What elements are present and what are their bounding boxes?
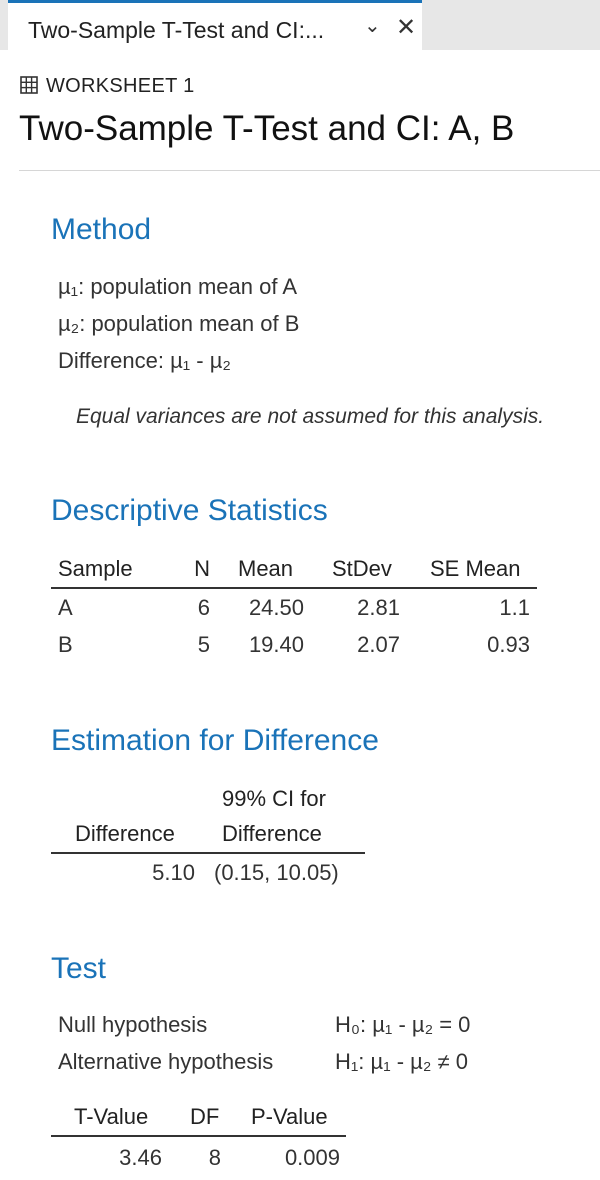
- col-header-t-value: T-Value: [74, 1104, 149, 1129]
- tab-two-sample-t-test[interactable]: Two-Sample T-Test and CI:... ⌄ ✕: [8, 0, 422, 50]
- alt-hypothesis-value: H₁: µ₁ - µ₂ ≠ 0: [335, 1049, 468, 1074]
- method-line-mu2: µ₂: population mean of B: [58, 311, 300, 336]
- tab-bar: Two-Sample T-Test and CI:... ⌄ ✕: [0, 0, 600, 50]
- col-header-sample: Sample: [58, 556, 133, 581]
- tab-title: Two-Sample T-Test and CI:...: [28, 17, 325, 43]
- col-header-p-value: P-Value: [251, 1104, 328, 1129]
- table-cell: 0.93: [487, 632, 530, 657]
- p-value: 0.009: [284, 1145, 340, 1170]
- table-cell: 2.81: [357, 595, 400, 620]
- col-header-df: DF: [190, 1104, 220, 1129]
- table-cell: 19.40: [248, 632, 304, 657]
- ci-value: (0.15, 10.05): [214, 860, 339, 885]
- method-line-mu1: µ₁: population mean of A: [58, 274, 298, 299]
- null-hypothesis-label: Null hypothesis: [58, 1012, 208, 1037]
- divider: [19, 170, 600, 171]
- descriptive-heading: Descriptive Statistics: [51, 494, 328, 527]
- null-hypothesis-value: H₀: µ₁ - µ₂ = 0: [335, 1012, 471, 1037]
- table-cell: 2.07: [357, 632, 400, 657]
- col-header-ci-line1: 99% CI for: [222, 786, 326, 811]
- table-cell: 24.50: [248, 595, 304, 620]
- grid-icon: [20, 76, 38, 100]
- close-icon[interactable]: ✕: [396, 14, 417, 41]
- col-header-stdev: StDev: [332, 556, 392, 581]
- table-cell: 1.1: [499, 595, 530, 620]
- difference-value: 5.10: [152, 860, 195, 885]
- table-cell: B: [58, 632, 73, 657]
- test-heading: Test: [51, 952, 107, 985]
- table-cell: 5: [197, 632, 210, 657]
- col-header-n: N: [194, 556, 210, 581]
- alt-hypothesis-label: Alternative hypothesis: [58, 1049, 274, 1074]
- table-header-rule: [51, 587, 537, 589]
- page-title: Two-Sample T-Test and CI: A, B: [19, 109, 515, 148]
- df-value: 8: [208, 1145, 221, 1170]
- worksheet-name: WORKSHEET 1: [46, 75, 195, 97]
- col-header-ci-line2: Difference: [222, 821, 322, 846]
- table-cell: A: [58, 595, 73, 620]
- chevron-down-icon[interactable]: ⌄: [364, 15, 381, 37]
- col-header-se-mean: SE Mean: [430, 556, 521, 581]
- t-value: 3.46: [119, 1145, 162, 1170]
- method-note: Equal variances are not assumed for this…: [76, 405, 545, 428]
- col-header-mean: Mean: [238, 556, 294, 581]
- estimation-heading: Estimation for Difference: [51, 724, 379, 757]
- col-header-difference: Difference: [75, 821, 175, 846]
- table-header-rule: [51, 852, 365, 854]
- worksheet-label: WORKSHEET 1: [20, 75, 195, 100]
- method-heading: Method: [51, 213, 152, 246]
- method-line-difference: Difference: µ₁ - µ₂: [58, 348, 231, 373]
- table-cell: 6: [197, 595, 210, 620]
- table-header-rule: [51, 1135, 346, 1137]
